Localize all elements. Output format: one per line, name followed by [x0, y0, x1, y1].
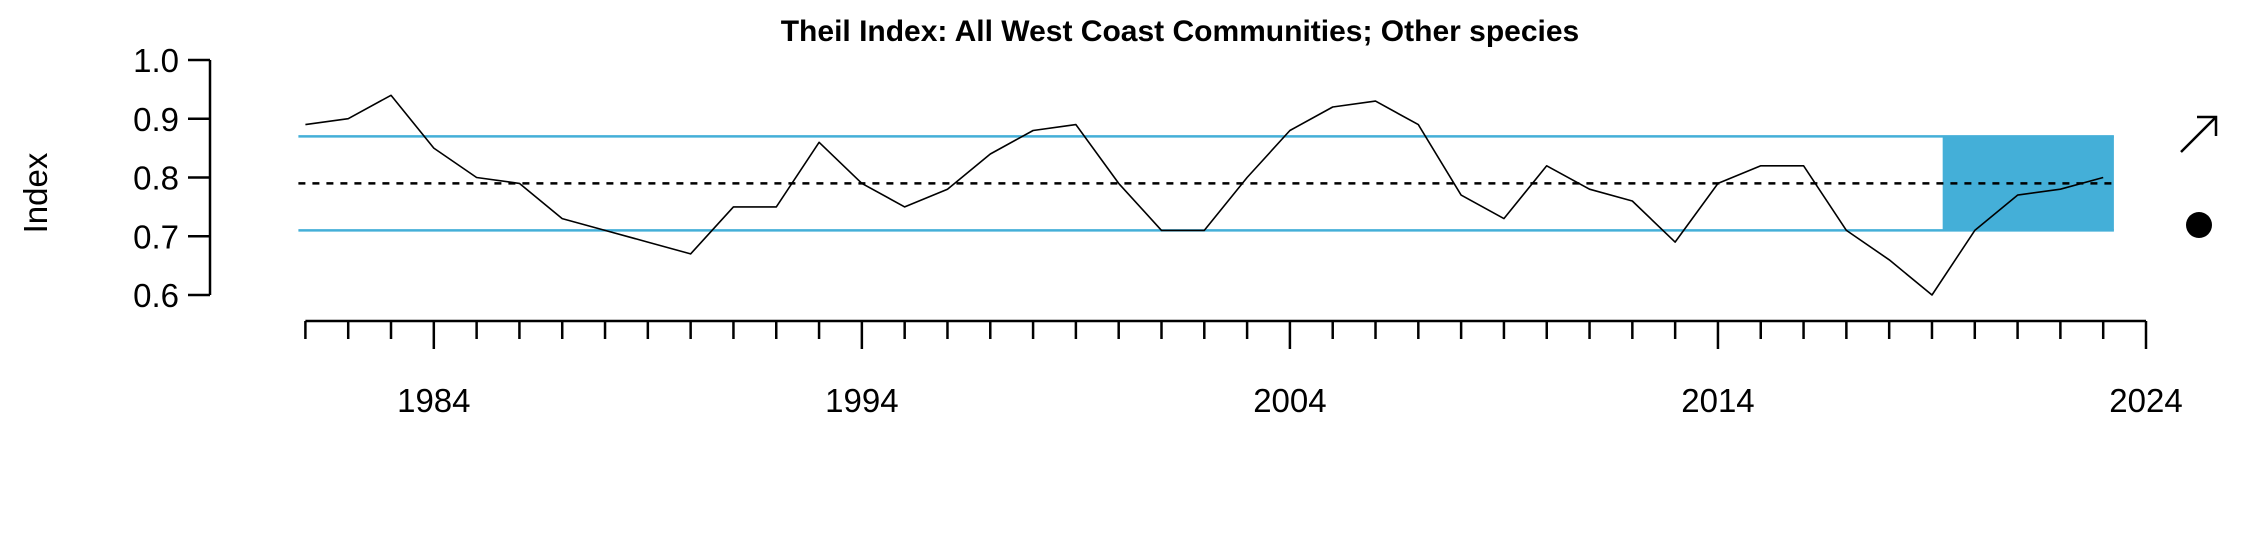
plot-area [298, 94, 2114, 296]
series-line [305, 94, 2104, 296]
y-axis-label: Index [17, 152, 54, 233]
recent-mean-indicator-icon [2186, 212, 2212, 238]
y-tick-label: 0.7 [133, 218, 179, 255]
x-tick-label: 2024 [2109, 382, 2182, 419]
trend-arrow-icon [2180, 116, 2217, 153]
y-tick-label: 0.8 [133, 160, 179, 197]
chart-title: Theil Index: All West Coast Communities;… [781, 15, 1580, 48]
x-tick-label: 1994 [825, 382, 898, 419]
x-tick-label: 2014 [1681, 382, 1754, 419]
y-axis: 0.6 0.7 0.8 0.9 1.0 [133, 42, 212, 314]
y-tick-label: 1.0 [133, 42, 179, 79]
y-tick-label: 0.9 [133, 101, 179, 138]
y-tick-label: 0.6 [133, 277, 179, 314]
trend-arrow-head-icon [2197, 115, 2218, 136]
x-tick-label: 1984 [397, 382, 470, 419]
x-axis: 1984 1994 2004 2014 2024 [304, 319, 2183, 419]
x-tick-label: 2004 [1253, 382, 1326, 419]
status-indicators [2180, 115, 2218, 238]
